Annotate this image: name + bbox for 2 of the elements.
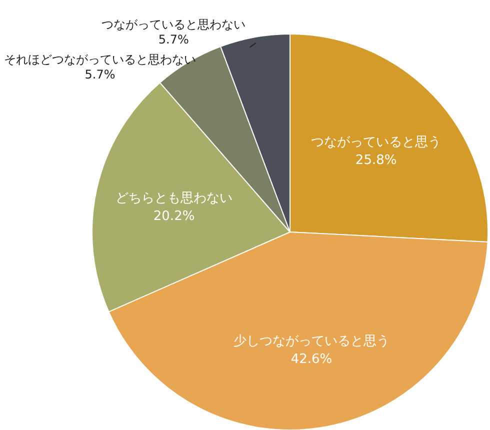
data-label: 5.7% xyxy=(158,32,189,46)
slice-label: つながっていると思わない xyxy=(102,17,246,32)
